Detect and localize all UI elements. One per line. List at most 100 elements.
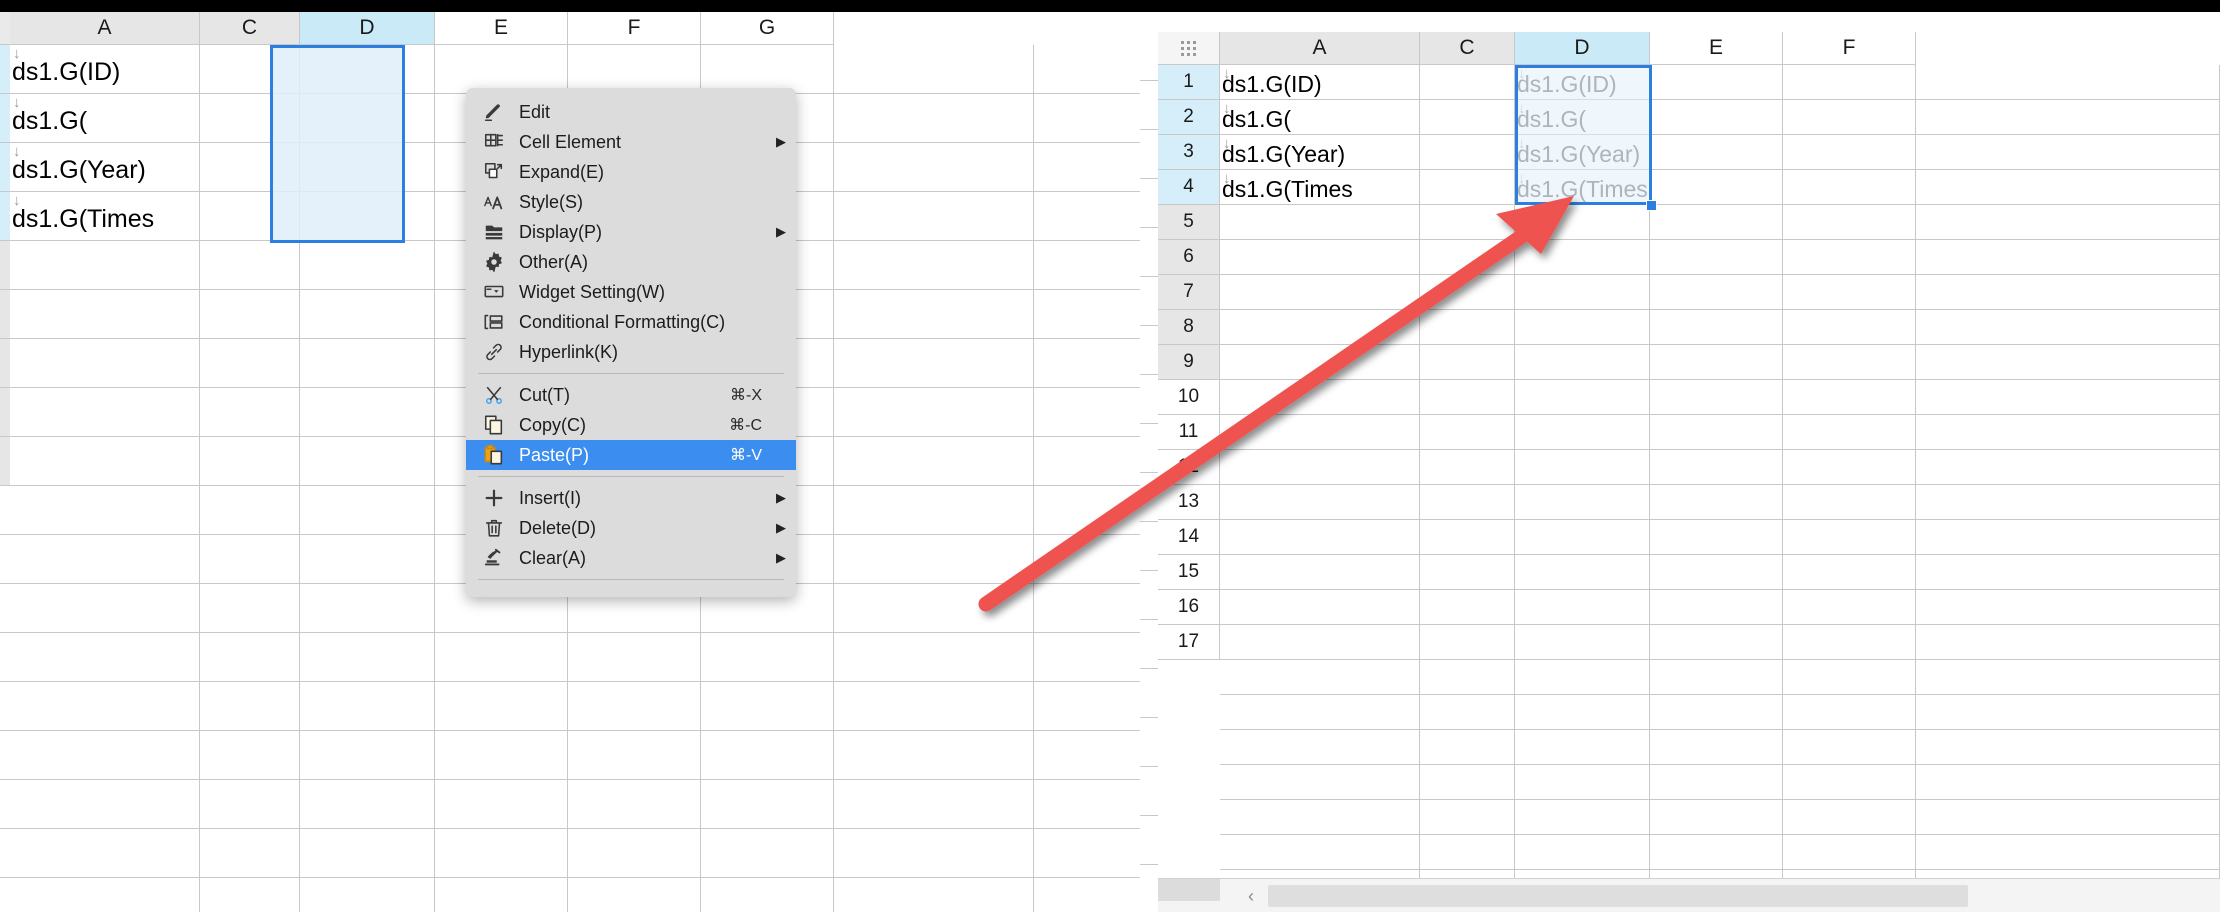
right-row-number-13[interactable]: 13 [1158, 485, 1220, 520]
left-column-header-c[interactable]: C [200, 12, 300, 45]
right-row-number-6[interactable]: 6 [1158, 240, 1220, 275]
left-column-header-e[interactable]: E [435, 12, 568, 45]
right-row-number-10[interactable]: 10 [1158, 380, 1220, 415]
left-row-strip-8[interactable] [0, 388, 10, 437]
right-grid-row[interactable] [1220, 555, 2220, 590]
left-row-strip-2[interactable] [0, 94, 10, 143]
right-grid-row[interactable] [1220, 800, 2220, 835]
selection-fill-handle[interactable] [1646, 200, 1657, 211]
left-row-strip-4[interactable] [0, 192, 10, 241]
horizontal-scrollbar[interactable]: ‹ [1158, 878, 2220, 912]
right-cell-a1[interactable]: ↓ ds1.G(ID) [1220, 65, 1420, 100]
right-grid-row[interactable] [1220, 520, 2220, 555]
chevron-left-icon[interactable]: ‹ [1248, 885, 1254, 906]
right-grid-row[interactable] [1220, 310, 2220, 345]
left-row-strip-9[interactable] [0, 437, 10, 486]
cell-context-menu[interactable]: Edit Cell Element ▶ Expand(E) Style(S) Displa… [466, 88, 796, 597]
left-row-strip-11[interactable] [0, 535, 10, 584]
right-cell-d2[interactable]: ↓ ds1.G( [1515, 100, 1650, 135]
menu-item-expand-e[interactable]: Expand(E) [466, 157, 796, 187]
right-row-number-column[interactable]: 1 2 3 4 5 6 7 8 9 10 11 12 13 14 15 16 17 [1158, 65, 1220, 660]
right-column-header-e[interactable]: E [1650, 32, 1783, 65]
left-row-strip-18[interactable] [0, 878, 10, 912]
menu-item-other-a[interactable]: Other(A) [466, 247, 796, 277]
right-cell-d1[interactable]: ↓ ds1.G(ID) [1515, 65, 1650, 100]
right-grid-row[interactable] [1220, 135, 2220, 170]
menu-item-style-s[interactable]: Style(S) [466, 187, 796, 217]
scrollbar-thumb[interactable] [1268, 885, 1968, 907]
menu-item-cut-t[interactable]: Cut(T) ⌘-X [466, 380, 796, 410]
left-column-header-f[interactable]: F [568, 12, 701, 45]
left-grid-row[interactable] [10, 878, 1140, 912]
right-grid-row[interactable] [1220, 695, 2220, 730]
left-grid-row[interactable] [10, 633, 1140, 682]
left-cell-a3[interactable]: ↓ ds1.G(Year) [10, 143, 200, 192]
right-column-header-c[interactable]: C [1420, 32, 1515, 65]
left-column-header-g[interactable]: G [701, 12, 834, 45]
right-grid-row[interactable] [1220, 415, 2220, 450]
right-column-header-a[interactable]: A [1220, 32, 1420, 65]
menu-item-conditional-formatting-c[interactable]: Conditional Formatting(C) [466, 307, 796, 337]
right-grid[interactable]: ↓ ds1.G(ID) ↓ ds1.G(↓ ds1.G(Year) ↓ ds1.G(Time… [1220, 65, 2220, 905]
right-cell-d4[interactable]: ↓ ds1.G(Times [1515, 170, 1650, 205]
left-column-header-d[interactable]: D [300, 12, 435, 45]
left-row-strip-15[interactable] [0, 731, 10, 780]
right-cell-a2[interactable]: ↓ ds1.G( [1220, 100, 1420, 135]
right-row-number-7[interactable]: 7 [1158, 275, 1220, 310]
right-grid-row[interactable] [1220, 660, 2220, 695]
right-cell-d3[interactable]: ↓ ds1.G(Year) [1515, 135, 1650, 170]
right-row-number-14[interactable]: 14 [1158, 520, 1220, 555]
right-grid-row[interactable] [1220, 380, 2220, 415]
left-row-strip-17[interactable] [0, 829, 10, 878]
left-row-strip-13[interactable] [0, 633, 10, 682]
menu-item-delete-d[interactable]: Delete(D) ▶ [466, 513, 796, 543]
left-grid-row[interactable] [10, 780, 1140, 829]
right-grid-row[interactable] [1220, 485, 2220, 520]
menu-item-insert-i[interactable]: Insert(I) ▶ [466, 483, 796, 513]
right-row-number-9[interactable]: 9 [1158, 345, 1220, 380]
right-row-number-3[interactable]: 3 [1158, 135, 1220, 170]
menu-item-copy-c[interactable]: Copy(C) ⌘-C [466, 410, 796, 440]
left-row-strip-16[interactable] [0, 780, 10, 829]
menu-item-hyperlink-k[interactable]: Hyperlink(K) [466, 337, 796, 367]
left-row-strip-7[interactable] [0, 339, 10, 388]
right-grid-row[interactable] [1220, 345, 2220, 380]
right-grid-row[interactable] [1220, 170, 2220, 205]
left-cell-a2[interactable]: ↓ ds1.G( [10, 94, 200, 143]
right-grid-row[interactable] [1220, 590, 2220, 625]
left-grid-row[interactable] [10, 584, 1140, 633]
right-grid-row[interactable] [1220, 275, 2220, 310]
left-cell-a1[interactable]: ↓ ds1.G(ID) [10, 45, 200, 94]
left-column-header-a[interactable]: A [10, 12, 200, 45]
left-row-strip-5[interactable] [0, 241, 10, 290]
menu-item-display-p[interactable]: Display(P) ▶ [466, 217, 796, 247]
left-row-strip-1[interactable] [0, 45, 10, 94]
right-grid-row[interactable] [1220, 240, 2220, 275]
menu-item-paste-p[interactable]: Paste(P) ⌘-V [466, 440, 796, 470]
right-grid-row[interactable] [1220, 730, 2220, 765]
left-row-strip-6[interactable] [0, 290, 10, 339]
right-row-number-12[interactable]: 12 [1158, 450, 1220, 485]
left-grid-row[interactable] [10, 731, 1140, 780]
right-row-number-1[interactable]: 1 [1158, 65, 1220, 100]
menu-item-widget-setting-w[interactable]: Widget Setting(W) [466, 277, 796, 307]
left-grid-row[interactable] [10, 829, 1140, 878]
right-row-number-16[interactable]: 16 [1158, 590, 1220, 625]
left-cell-a4[interactable]: ↓ ds1.G(Times [10, 192, 200, 241]
right-grid-row[interactable] [1220, 205, 2220, 240]
right-grid-row[interactable] [1220, 65, 2220, 100]
right-row-number-11[interactable]: 11 [1158, 415, 1220, 450]
right-row-number-17[interactable]: 17 [1158, 625, 1220, 660]
right-column-header-d[interactable]: D [1515, 32, 1650, 65]
right-row-number-2[interactable]: 2 [1158, 100, 1220, 135]
right-grid-row[interactable] [1220, 765, 2220, 800]
left-row-strip-14[interactable] [0, 682, 10, 731]
left-row-strip-12[interactable] [0, 584, 10, 633]
right-grid-row[interactable] [1220, 835, 2220, 870]
left-row-header-strip[interactable] [0, 45, 10, 912]
right-cell-a4[interactable]: ↓ ds1.G(Times [1220, 170, 1420, 205]
right-cell-a3[interactable]: ↓ ds1.G(Year) [1220, 135, 1420, 170]
